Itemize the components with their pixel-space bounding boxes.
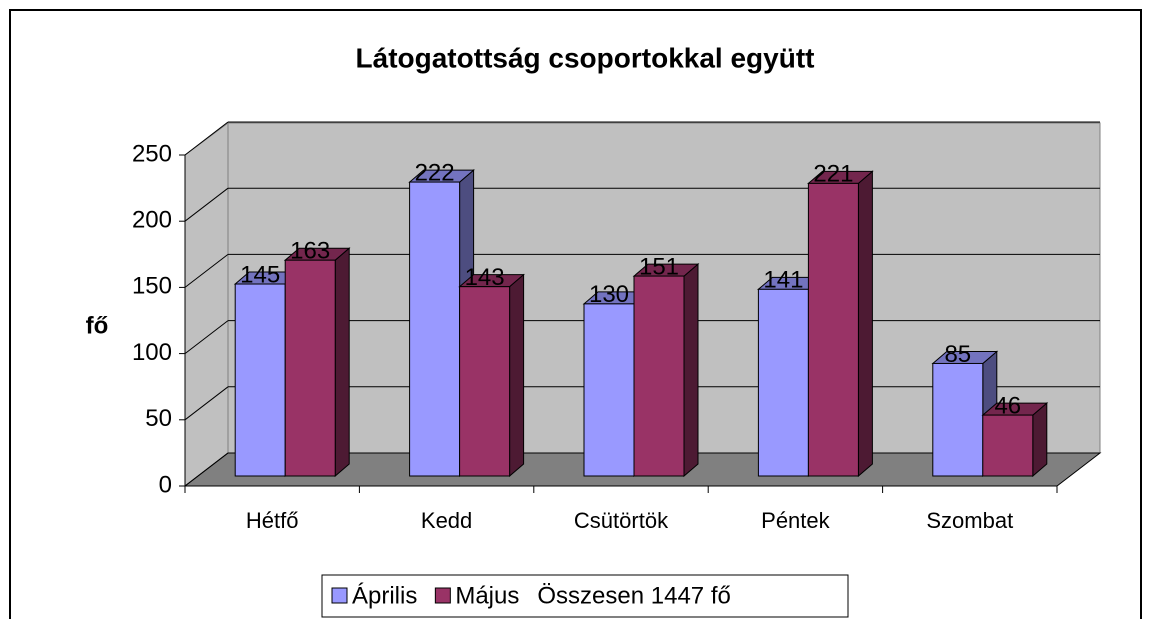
data-label: 85 <box>944 341 971 368</box>
grid-line <box>184 320 229 354</box>
bar <box>982 414 1034 477</box>
legend-box <box>321 574 849 618</box>
bar <box>234 283 286 477</box>
side-wall <box>184 122 229 488</box>
data-label: 222 <box>415 159 455 186</box>
legend-marker <box>434 587 451 604</box>
bar <box>757 288 809 477</box>
grid-line <box>184 254 229 288</box>
data-label: 141 <box>763 267 803 294</box>
data-label: 145 <box>240 261 280 288</box>
y-tick-label: 150 <box>132 273 172 300</box>
bar <box>583 303 635 477</box>
data-label: 221 <box>813 161 853 188</box>
bar-side <box>509 273 525 478</box>
legend-label: Május <box>455 582 519 609</box>
data-label: 46 <box>994 392 1021 419</box>
grid-line <box>184 386 229 421</box>
data-label: 151 <box>639 253 679 280</box>
bar <box>284 259 336 477</box>
data-label: 130 <box>589 281 629 308</box>
bar <box>807 182 859 477</box>
y-tick-label: 200 <box>132 207 172 234</box>
legend-note: Összesen 1447 fő <box>537 582 730 609</box>
bar-side <box>857 170 873 478</box>
bar-side <box>683 262 699 478</box>
legend-label: Április <box>352 582 417 609</box>
data-label: 143 <box>465 264 505 291</box>
y-axis-label: fő <box>86 312 109 339</box>
data-label: 163 <box>290 238 330 265</box>
bar <box>409 181 461 477</box>
x-tick-label: Szombat <box>926 508 1013 533</box>
bar <box>459 286 511 477</box>
x-tick-label: Csütörtök <box>574 508 669 533</box>
bar <box>633 275 685 477</box>
y-tick-label: 50 <box>145 405 172 432</box>
legend-marker <box>331 587 348 604</box>
grid-line <box>184 452 229 487</box>
x-tick-label: Hétfő <box>246 508 299 533</box>
y-tick-label: 0 <box>159 471 172 498</box>
bar <box>932 362 984 477</box>
bar-side <box>334 247 350 478</box>
y-tick-label: 100 <box>132 339 172 366</box>
bar-side <box>1032 402 1048 478</box>
grid-line <box>184 187 229 222</box>
x-tick-label: Kedd <box>421 508 472 533</box>
x-tick-label: Péntek <box>761 508 830 533</box>
grid-line <box>184 121 229 156</box>
y-tick-label: 250 <box>132 140 172 167</box>
chart-title: Látogatottság csoportokkal együtt <box>356 42 815 73</box>
